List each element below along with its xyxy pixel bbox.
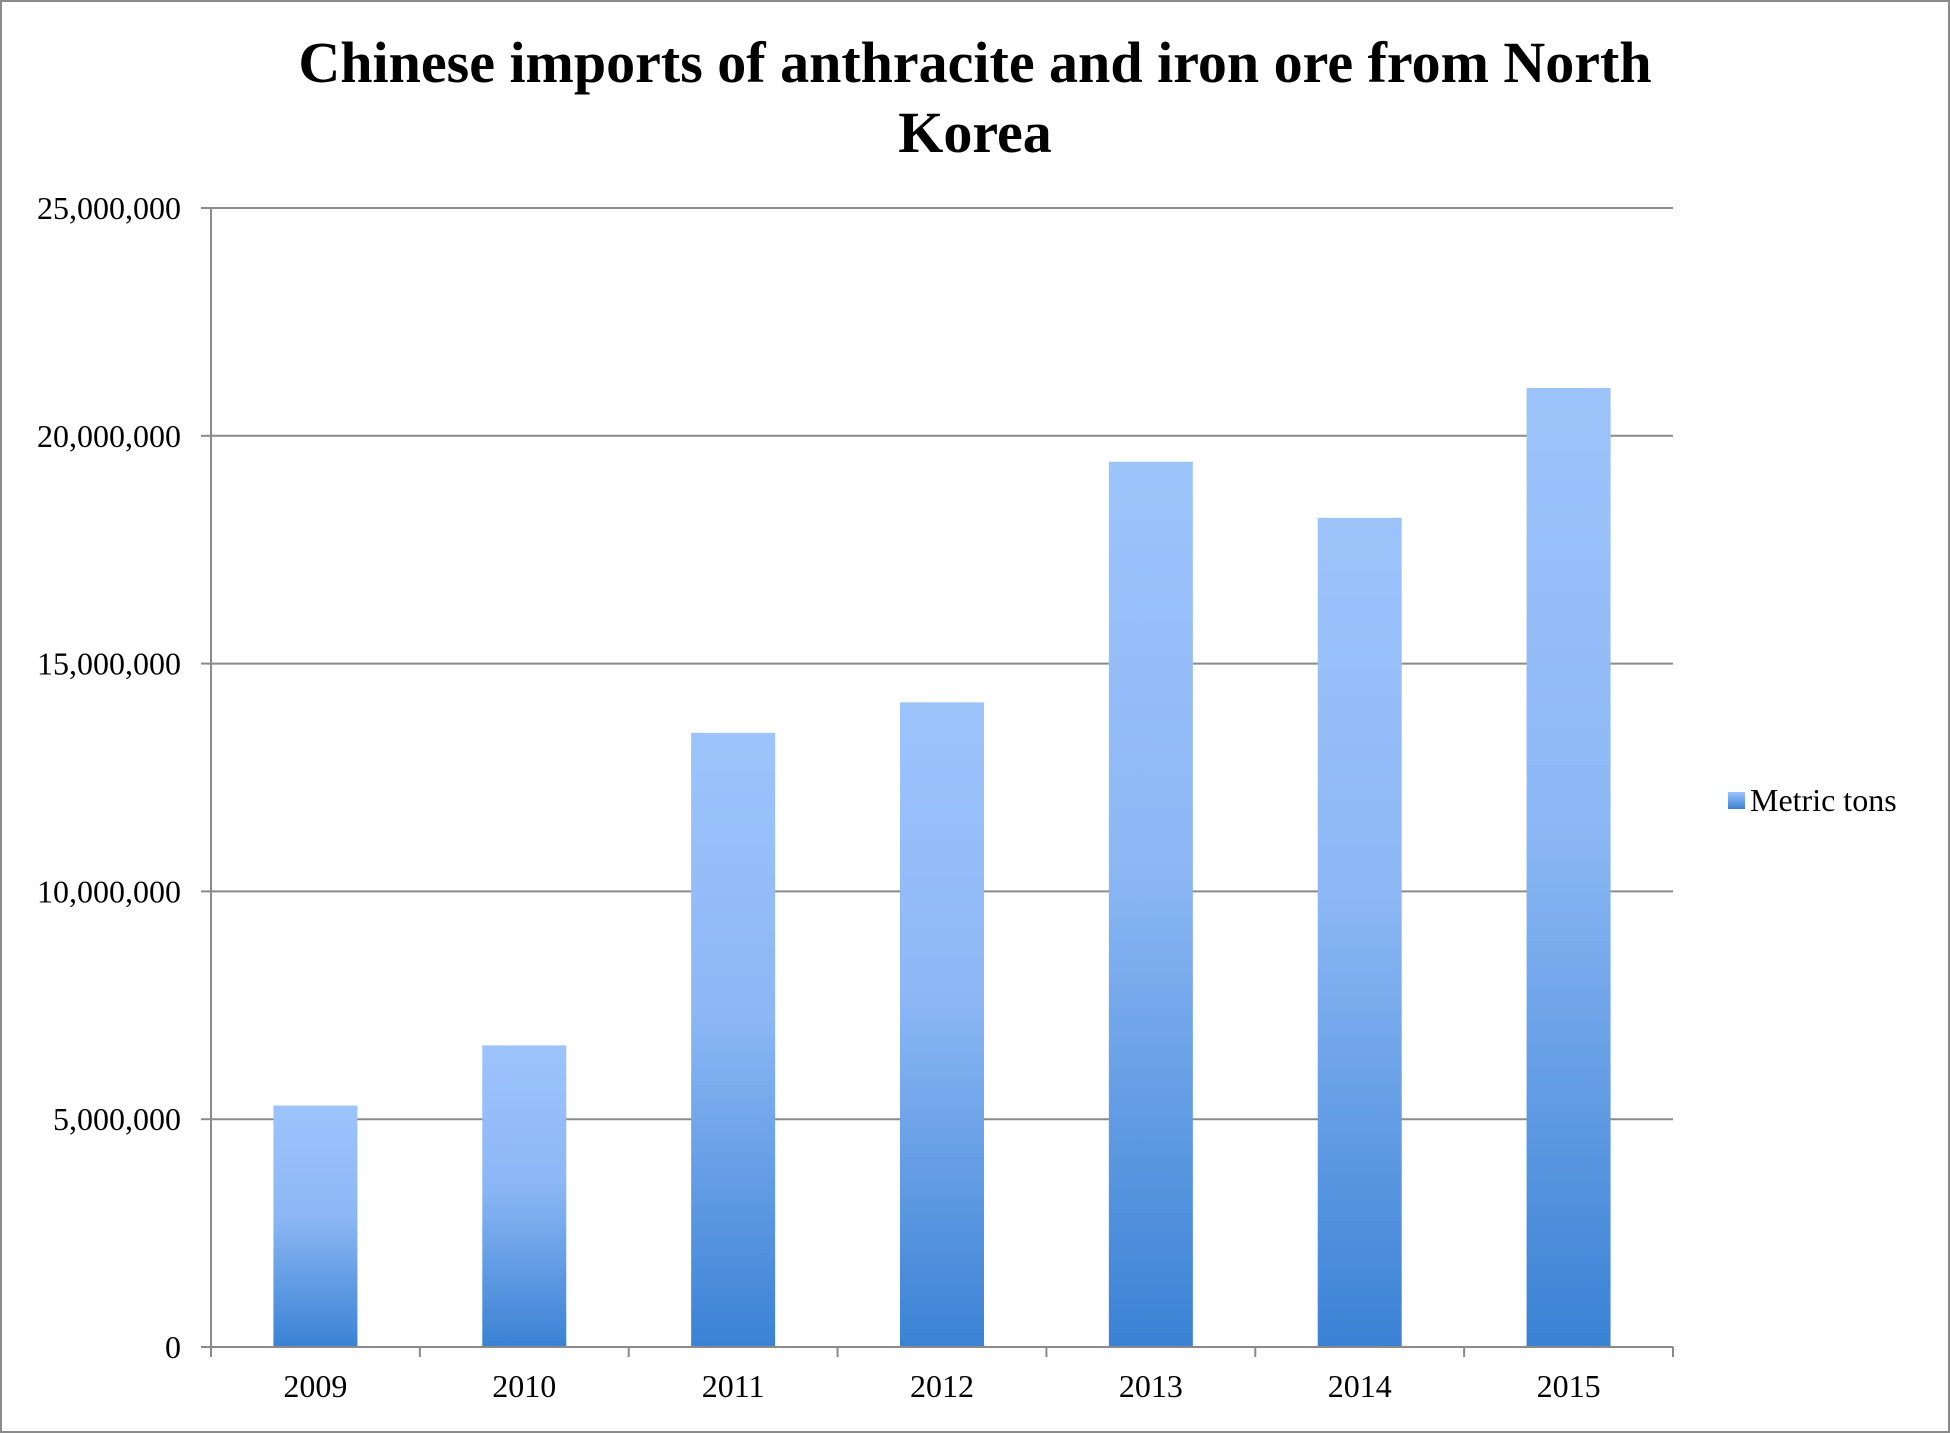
bar-2013 bbox=[1108, 461, 1193, 1348]
x-tick-label: 2010 bbox=[492, 1368, 556, 1404]
x-tick-label: 2015 bbox=[1537, 1368, 1601, 1404]
x-axis-tick-labels: 2009 2010 2011 2012 2013 2014 2015 bbox=[283, 1368, 1600, 1404]
y-tick-label: 15,000,000 bbox=[37, 646, 181, 682]
bar-2014 bbox=[1317, 517, 1402, 1347]
y-tick-label: 5,000,000 bbox=[53, 1101, 181, 1137]
y-tick-label: 25,000,000 bbox=[37, 190, 181, 226]
legend-swatch bbox=[1728, 792, 1745, 809]
y-tick-label: 0 bbox=[165, 1329, 181, 1365]
bar-2012 bbox=[900, 702, 984, 1347]
bar-2011 bbox=[691, 732, 776, 1347]
bars bbox=[273, 387, 1611, 1348]
x-tick-label: 2011 bbox=[702, 1368, 765, 1404]
legend: Metric tons bbox=[1728, 782, 1897, 819]
x-tick-label: 2009 bbox=[283, 1368, 347, 1404]
x-tick-label: 2012 bbox=[910, 1368, 974, 1404]
y-axis-tick-labels: 0 5,000,000 10,000,000 15,000,000 20,000,000… bbox=[37, 190, 181, 1365]
chart-title-line-1: Chinese imports of anthracite and iron o… bbox=[298, 30, 1652, 95]
y-tick-label: 20,000,000 bbox=[37, 418, 181, 454]
legend-label: Metric tons bbox=[1750, 782, 1897, 818]
y-tick-label: 10,000,000 bbox=[37, 873, 181, 909]
x-tick-label: 2013 bbox=[1119, 1368, 1183, 1404]
chart-title-line-2: Korea bbox=[898, 100, 1052, 165]
x-tick-label: 2014 bbox=[1328, 1368, 1392, 1404]
bar-2010 bbox=[482, 1045, 567, 1347]
chart-title: Chinese imports of anthracite and iron o… bbox=[0, 28, 1950, 168]
axes bbox=[210, 208, 1674, 1357]
bar-2009 bbox=[273, 1105, 358, 1347]
bar-2015 bbox=[1526, 387, 1611, 1347]
